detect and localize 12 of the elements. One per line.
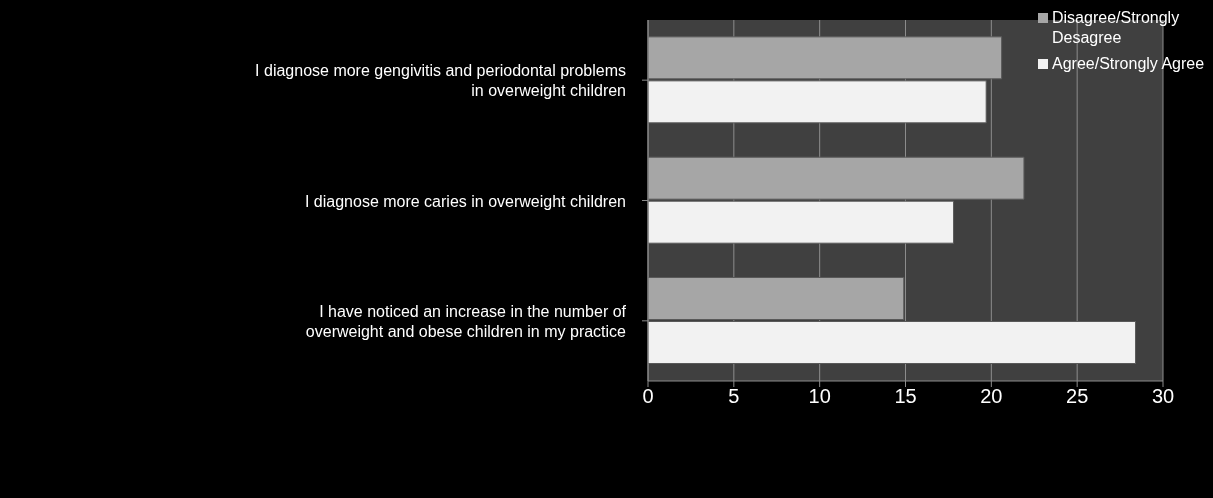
x-tick-label: 5	[728, 385, 740, 408]
y-tick-label: I diagnose more gengivitis and periodontal problems in overweight children	[255, 61, 626, 99]
x-tick-label: 30	[1151, 385, 1175, 408]
legend-label: Disagree/Strongly Desagree	[1052, 8, 1181, 48]
x-tick-label: 15	[894, 385, 917, 408]
y-tick-label: I have noticed an increase in the number of overweight and obese children in my practice	[305, 302, 627, 340]
x-tick-label: 20	[980, 385, 1003, 408]
x-tick-label: 0	[642, 385, 654, 408]
legend-label: Agree/Strongly Agree	[1052, 54, 1205, 74]
x-tick-label: 25	[1066, 385, 1089, 408]
x-tick-label: 10	[808, 385, 831, 408]
y-tick-label: I diagnose more caries in overweight children	[304, 192, 626, 209]
